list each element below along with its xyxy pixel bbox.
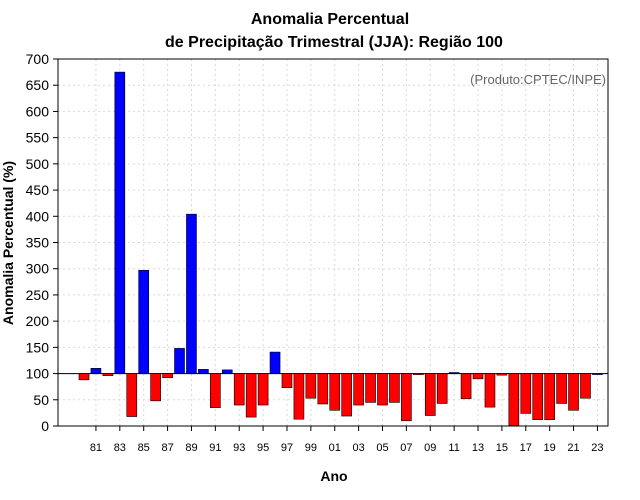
bar-12 bbox=[460, 373, 472, 400]
y-tick-label: 400 bbox=[26, 208, 50, 224]
y-tick-label: 300 bbox=[26, 261, 50, 277]
bar-19 bbox=[544, 373, 555, 421]
x-tick-label: 13 bbox=[472, 442, 484, 454]
x-tick-label: 09 bbox=[424, 442, 436, 454]
bar-81 bbox=[90, 368, 102, 374]
y-axis: 0 50 100 150 200 250 300 350 400 450 500 550 600 650 7… bbox=[26, 51, 58, 434]
x-tick-label: 05 bbox=[376, 442, 388, 454]
x-tick-label: 03 bbox=[352, 442, 364, 454]
y-tick-label: 600 bbox=[26, 103, 50, 119]
x-tick-label: 99 bbox=[305, 442, 317, 454]
x-tick-label: 19 bbox=[544, 442, 556, 454]
y-tick-label: 650 bbox=[26, 77, 50, 93]
bar-99 bbox=[305, 373, 317, 399]
x-tick-label: 21 bbox=[567, 442, 579, 454]
y-tick-label: 100 bbox=[26, 366, 50, 382]
bar-02 bbox=[341, 373, 352, 417]
bar-93 bbox=[233, 373, 245, 406]
y-tick-label: 200 bbox=[26, 313, 50, 329]
bar-07 bbox=[401, 373, 412, 422]
bar-04 bbox=[365, 373, 376, 403]
x-tick-label: 91 bbox=[209, 442, 221, 454]
bar-84 bbox=[126, 373, 138, 417]
chart-title: Anomalia Percentual bbox=[251, 11, 409, 28]
bar-94 bbox=[245, 373, 257, 418]
bar-05 bbox=[377, 373, 388, 406]
bar-90 bbox=[198, 369, 209, 374]
bar-92 bbox=[221, 369, 233, 374]
bar-06 bbox=[389, 373, 400, 403]
bar-18 bbox=[532, 373, 544, 421]
bar-82 bbox=[102, 373, 114, 376]
x-tick-label: 83 bbox=[114, 442, 126, 454]
bar-98 bbox=[293, 373, 305, 420]
bar-13 bbox=[472, 373, 484, 380]
bar-95 bbox=[257, 373, 269, 406]
bar-14 bbox=[484, 373, 496, 408]
bar-17 bbox=[520, 373, 532, 414]
bar-03 bbox=[353, 373, 364, 406]
y-tick-label: 150 bbox=[26, 339, 50, 355]
bar-10 bbox=[436, 373, 448, 404]
bar-16 bbox=[508, 373, 520, 426]
x-tick-label: 17 bbox=[520, 442, 532, 454]
bar-08 bbox=[413, 373, 424, 375]
x-tick-label: 07 bbox=[400, 442, 412, 454]
bars bbox=[78, 71, 603, 426]
y-axis-label: Anomalia Percentual (%) bbox=[0, 161, 16, 325]
y-tick-label: 500 bbox=[26, 156, 50, 172]
bar-87 bbox=[162, 373, 173, 379]
bar-20 bbox=[556, 373, 567, 404]
y-tick-label: 450 bbox=[26, 182, 50, 198]
y-tick-label: 50 bbox=[33, 392, 49, 408]
source-annotation: (Produto:CPTEC/INPE) bbox=[470, 72, 606, 87]
x-tick-label: 81 bbox=[90, 442, 102, 454]
bar-00 bbox=[317, 373, 329, 405]
chart-subtitle: de Precipitação Trimestral (JJA): Região… bbox=[165, 34, 503, 51]
x-tick-label: 01 bbox=[329, 442, 341, 454]
bar-96 bbox=[269, 351, 281, 374]
x-tick-label: 11 bbox=[448, 442, 459, 454]
bar-11 bbox=[448, 372, 460, 374]
bar-22 bbox=[580, 373, 591, 399]
y-tick-label: 550 bbox=[26, 130, 50, 146]
y-tick-label: 350 bbox=[26, 235, 50, 251]
bar-01 bbox=[329, 373, 341, 411]
x-tick-label: 97 bbox=[281, 442, 293, 454]
bar-83 bbox=[114, 71, 126, 374]
bar-91 bbox=[210, 373, 221, 408]
x-tick-label: 15 bbox=[496, 442, 508, 454]
bar-88 bbox=[174, 348, 185, 374]
bar-86 bbox=[150, 373, 161, 402]
x-axis-label: Ano bbox=[320, 468, 347, 484]
bar-23 bbox=[592, 373, 603, 375]
bar-97 bbox=[281, 373, 293, 389]
y-tick-label: 700 bbox=[26, 51, 50, 67]
bar-09 bbox=[424, 373, 436, 416]
x-axis: 81 83 85 87 89 91 93 95 97 99 01 03 05 07 09 11 13 15 17 19… bbox=[90, 426, 604, 454]
x-tick-label: 85 bbox=[138, 442, 150, 454]
x-tick-label: 23 bbox=[591, 442, 603, 454]
x-tick-label: 87 bbox=[161, 442, 173, 454]
bar-15 bbox=[496, 373, 508, 376]
bar-21 bbox=[568, 373, 579, 411]
x-tick-label: 95 bbox=[257, 442, 269, 454]
y-tick-label: 250 bbox=[26, 287, 50, 303]
x-tick-label: 89 bbox=[185, 442, 197, 454]
bar-85 bbox=[138, 269, 149, 374]
bar-80 bbox=[78, 373, 90, 381]
y-tick-label: 0 bbox=[41, 418, 49, 434]
bar-89 bbox=[186, 213, 197, 374]
x-tick-label: 93 bbox=[233, 442, 245, 454]
